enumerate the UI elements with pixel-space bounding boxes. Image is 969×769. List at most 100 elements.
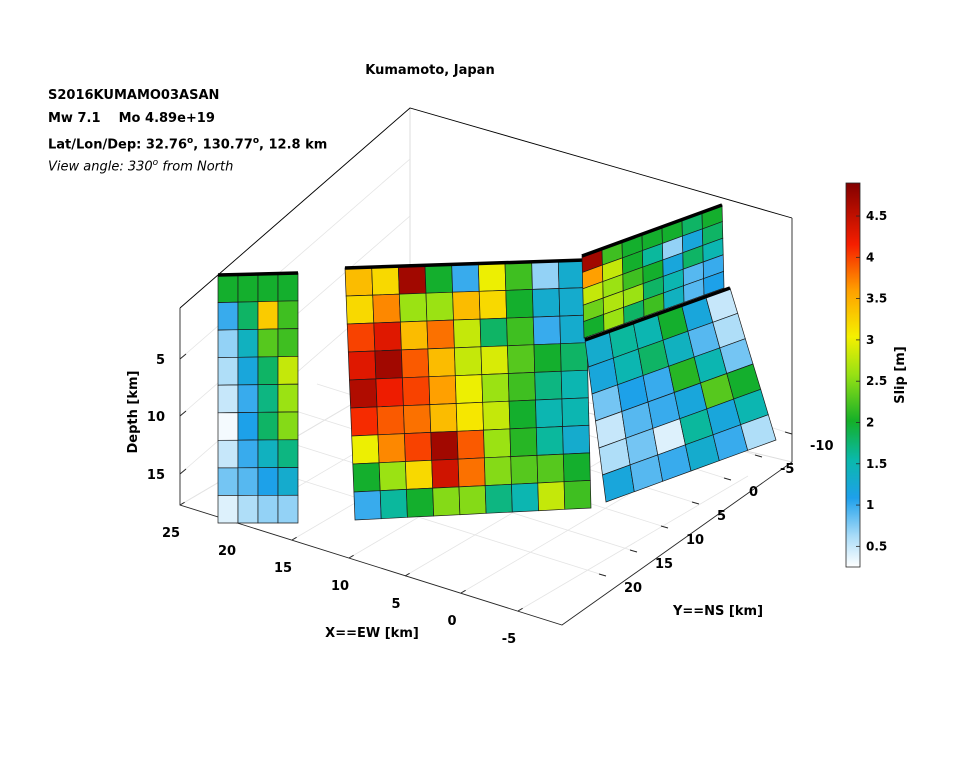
z-tick-label: 5 (156, 353, 165, 368)
slip-cell (257, 439, 279, 469)
x-tick-label: 5 (391, 597, 400, 612)
slip-cell (277, 272, 299, 302)
slip-cell (454, 374, 484, 404)
slip-cell (431, 458, 460, 489)
slip-cell (349, 378, 378, 409)
x-tick-label: 15 (274, 561, 292, 576)
mw-value: Mw 7.1 (48, 111, 101, 126)
x-tick-label: 25 (162, 526, 180, 541)
slip-cell (740, 414, 777, 451)
z-tick (179, 410, 187, 417)
chart-title: Kumamoto, Japan (365, 63, 494, 78)
slip-cell (559, 314, 588, 345)
axis-frame (179, 218, 793, 626)
y-axis-label: Y==NS [km] (672, 604, 763, 619)
slip-cell (507, 372, 536, 402)
colorbar-tick-label: 0.5 (866, 539, 887, 553)
slip-cell (482, 400, 511, 431)
x-tick-label: 0 (447, 614, 456, 629)
y-tick-label: 10 (686, 533, 704, 548)
slip-cell (257, 411, 279, 441)
slip-cell (352, 462, 381, 493)
slip-cell (237, 467, 259, 496)
slip-cell (217, 495, 239, 524)
slip-cell (536, 453, 565, 484)
colorbar-ticks: 0.5 1 1.5 2 2.5 3 3.5 4 4.5 (856, 209, 887, 553)
slip-cell (374, 349, 403, 380)
slip-cell (277, 494, 299, 524)
slip-cell (405, 459, 434, 490)
slip-cell (558, 287, 587, 317)
slip-cell (217, 412, 239, 441)
z-tick-label: 10 (147, 410, 165, 425)
slip-cell (237, 439, 259, 469)
slip-cell (451, 263, 480, 293)
tick-marks: 25 20 15 10 5 0 -5 -10 -5 0 5 10 15 20 5 10 15 (147, 353, 834, 647)
slip-cell (478, 290, 507, 320)
slip-cell (484, 456, 512, 486)
z-tick (179, 468, 187, 475)
slip-cell (377, 433, 406, 464)
slip-cell (484, 483, 513, 514)
slip-cell (217, 384, 239, 414)
fault-trace (344, 258, 586, 270)
view-angle: View angle: 330o from North (48, 158, 234, 175)
slip-cell (457, 457, 486, 488)
x-tick (179, 501, 185, 506)
mo-value: Mo 4.89e+19 (118, 111, 215, 126)
colorbar-tick-label: 4 (866, 250, 874, 264)
slip-cell (406, 487, 435, 518)
slip-cell (561, 397, 590, 427)
y-tick (691, 501, 700, 505)
slip-cell (428, 375, 457, 405)
slip-cell (403, 404, 432, 434)
fault-segments (217, 203, 777, 524)
y-tick-label: 0 (749, 485, 758, 500)
slip-cell (456, 429, 485, 460)
colorbar (845, 182, 861, 568)
y-tick-label: -10 (810, 439, 834, 454)
slip-cell (454, 346, 483, 377)
slip-cell (426, 319, 455, 350)
slip-cell (277, 467, 299, 496)
fault-trace (581, 203, 723, 258)
y-tick (660, 525, 669, 529)
slip-cell (560, 369, 589, 400)
slip-cell (537, 481, 566, 512)
slip-cell (508, 399, 537, 430)
slip-cell (483, 428, 512, 459)
y-tick-label: 5 (717, 509, 726, 524)
slip-cell (217, 329, 239, 359)
slip-cell (453, 318, 482, 349)
y-tick (598, 573, 607, 577)
slip-cell (562, 424, 591, 455)
slip-cell (347, 350, 377, 381)
slip-cell (481, 373, 510, 403)
slip-cell (237, 273, 259, 303)
slip-cell (217, 439, 239, 469)
slip-cell (400, 320, 429, 351)
slip-cell (277, 328, 299, 358)
slip-cell (237, 328, 259, 358)
x-tick-label: 20 (218, 544, 236, 559)
slip-cell (532, 315, 561, 346)
slip-cell (217, 274, 239, 303)
colorbar-tick-label: 1 (866, 498, 874, 512)
colorbar-label: Slip [m] (893, 346, 908, 404)
slip-cell (373, 321, 402, 352)
slip-cell (346, 322, 376, 353)
magnitude-line: Mw 7.1 Mo 4.89e+19 (48, 111, 215, 126)
slip-cell (430, 430, 459, 461)
colorbar-tick-label: 1.5 (866, 457, 887, 471)
slip-cell (404, 432, 433, 462)
slip-cell (452, 290, 481, 321)
y-tick (723, 477, 732, 481)
slip-cell (237, 494, 259, 524)
x-tick-label: -5 (502, 632, 516, 647)
slip-cell (563, 480, 592, 510)
z-tick-label: 15 (147, 468, 165, 483)
slip-cell (427, 347, 456, 378)
slip-cell (458, 485, 487, 516)
slip-cell (424, 264, 453, 294)
